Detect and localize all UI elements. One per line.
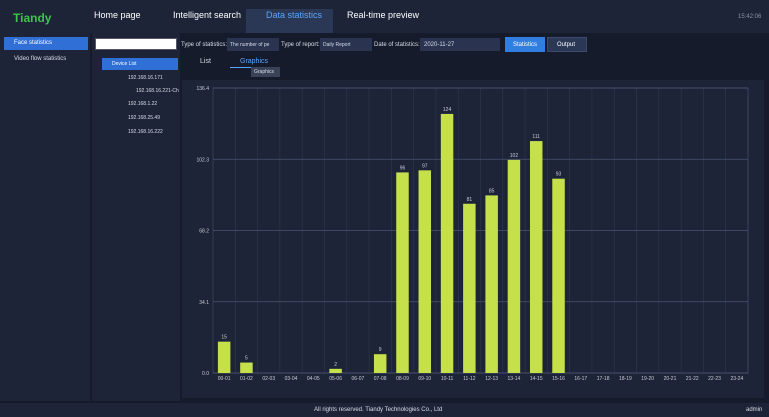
x-tick-label: 10-11 bbox=[441, 376, 454, 382]
x-tick-label: 12-13 bbox=[485, 376, 498, 382]
tooltip bbox=[251, 67, 280, 77]
tree-item[interactable]: 192.168.16.221-Ch bbox=[136, 88, 179, 94]
label: Type of statistics: bbox=[181, 42, 228, 48]
x-tick-label: 18-19 bbox=[619, 376, 632, 382]
data-label: 93 bbox=[556, 172, 562, 178]
x-tick-label: 07-08 bbox=[374, 376, 387, 382]
data-label: 96 bbox=[400, 165, 406, 171]
clock: 15:42:06 bbox=[738, 14, 762, 20]
x-tick-label: 05-06 bbox=[329, 376, 342, 382]
x-tick-label: 15-16 bbox=[552, 376, 565, 382]
tooltip-text: Graphics bbox=[254, 69, 275, 75]
x-tick-label: 19-20 bbox=[641, 376, 654, 382]
x-tick-label: 03-04 bbox=[285, 376, 298, 382]
data-label: 111 bbox=[532, 134, 540, 140]
bar bbox=[329, 368, 342, 373]
data-label: 81 bbox=[467, 197, 473, 203]
button[interactable] bbox=[505, 37, 545, 52]
bar bbox=[463, 203, 476, 373]
data-label: 124 bbox=[443, 107, 452, 113]
bar bbox=[217, 341, 231, 373]
bar bbox=[440, 113, 454, 373]
y-tick-label: 34.1 bbox=[199, 300, 209, 306]
data-label: 5 bbox=[245, 356, 248, 362]
x-tick-label: 04-05 bbox=[307, 376, 320, 382]
x-tick-label: 21-22 bbox=[686, 376, 699, 382]
dropdown-value: Daily Report bbox=[323, 42, 351, 48]
label: Date of statistics: bbox=[374, 42, 420, 48]
menu-item[interactable]: Video flow statistics bbox=[14, 56, 67, 62]
bar bbox=[529, 141, 543, 373]
x-tick-label: 11-12 bbox=[463, 376, 476, 382]
data-label: 2 bbox=[334, 362, 337, 368]
button-label: Output bbox=[557, 42, 576, 48]
button-label: Statistics bbox=[513, 42, 538, 48]
x-tick-label: 14-15 bbox=[530, 376, 543, 382]
sidebar-active bbox=[4, 37, 88, 50]
y-tick-label: 68.2 bbox=[199, 229, 209, 235]
bar bbox=[396, 172, 409, 373]
active-tab-bg bbox=[246, 9, 333, 33]
footer bbox=[0, 403, 769, 417]
tree-root[interactable]: Device List bbox=[112, 61, 137, 67]
x-tick-label: 02-03 bbox=[262, 376, 275, 382]
tab[interactable]: Data statistics bbox=[266, 10, 323, 20]
button[interactable] bbox=[547, 37, 587, 52]
search-box[interactable] bbox=[95, 38, 177, 50]
bar bbox=[418, 170, 432, 373]
bar bbox=[373, 354, 387, 373]
tree-item[interactable]: 192.168.16.222 bbox=[128, 129, 163, 135]
data-label: 97 bbox=[422, 163, 428, 169]
x-tick-label: 09-10 bbox=[418, 376, 431, 382]
date-value: 2020-11-27 bbox=[424, 42, 455, 48]
menu-item[interactable]: Face statistics bbox=[14, 40, 53, 46]
y-tick-label: 102.3 bbox=[196, 157, 209, 163]
x-tick-label: 22-23 bbox=[708, 376, 721, 382]
data-label: 9 bbox=[379, 347, 382, 353]
x-tick-label: 17-18 bbox=[597, 376, 610, 382]
x-tick-label: 01-02 bbox=[240, 376, 253, 382]
x-tick-label: 23-24 bbox=[730, 376, 743, 382]
x-tick-label: 13-14 bbox=[508, 376, 521, 382]
tree-panel bbox=[92, 33, 180, 401]
dropdown-value: The number of pe bbox=[230, 42, 270, 48]
tree-item[interactable]: 192.168.1.22 bbox=[128, 101, 158, 107]
user: admin bbox=[746, 407, 763, 413]
bar bbox=[552, 178, 565, 373]
logo: Tiandy bbox=[13, 11, 52, 25]
tab[interactable]: Home page bbox=[94, 10, 141, 20]
x-tick-label: 00-01 bbox=[218, 376, 231, 382]
x-tick-label: 08-09 bbox=[396, 376, 409, 382]
x-tick-label: 16-17 bbox=[574, 376, 587, 382]
tab[interactable]: Intelligent search bbox=[173, 10, 242, 20]
copyright: All rights reserved. Tiandy Technologies… bbox=[314, 407, 443, 413]
bar bbox=[507, 159, 521, 373]
data-label: 85 bbox=[489, 188, 495, 194]
view-tab[interactable]: Graphics bbox=[240, 58, 269, 65]
dropdown[interactable] bbox=[320, 38, 372, 51]
view-tab[interactable]: List bbox=[200, 58, 211, 65]
bar bbox=[240, 362, 253, 373]
y-tick-label: 0.0 bbox=[202, 371, 209, 377]
tab[interactable]: Real-time preview bbox=[347, 10, 420, 20]
x-tick-label: 06-07 bbox=[351, 376, 364, 382]
bar bbox=[485, 195, 498, 373]
y-tick-label: 136.4 bbox=[196, 86, 209, 92]
date-input[interactable] bbox=[420, 38, 500, 51]
tree-item[interactable]: 192.168.25.49 bbox=[128, 115, 160, 121]
data-label: 102 bbox=[510, 153, 519, 159]
dropdown[interactable] bbox=[227, 38, 279, 51]
data-label: 15 bbox=[221, 335, 227, 341]
sidebar bbox=[0, 33, 90, 401]
x-tick-label: 20-21 bbox=[664, 376, 677, 382]
tree-item[interactable]: 192.168.16.171 bbox=[128, 75, 163, 81]
top-bar bbox=[0, 0, 769, 33]
label: Type of report: bbox=[281, 42, 320, 48]
tree-root-bg bbox=[102, 58, 178, 70]
